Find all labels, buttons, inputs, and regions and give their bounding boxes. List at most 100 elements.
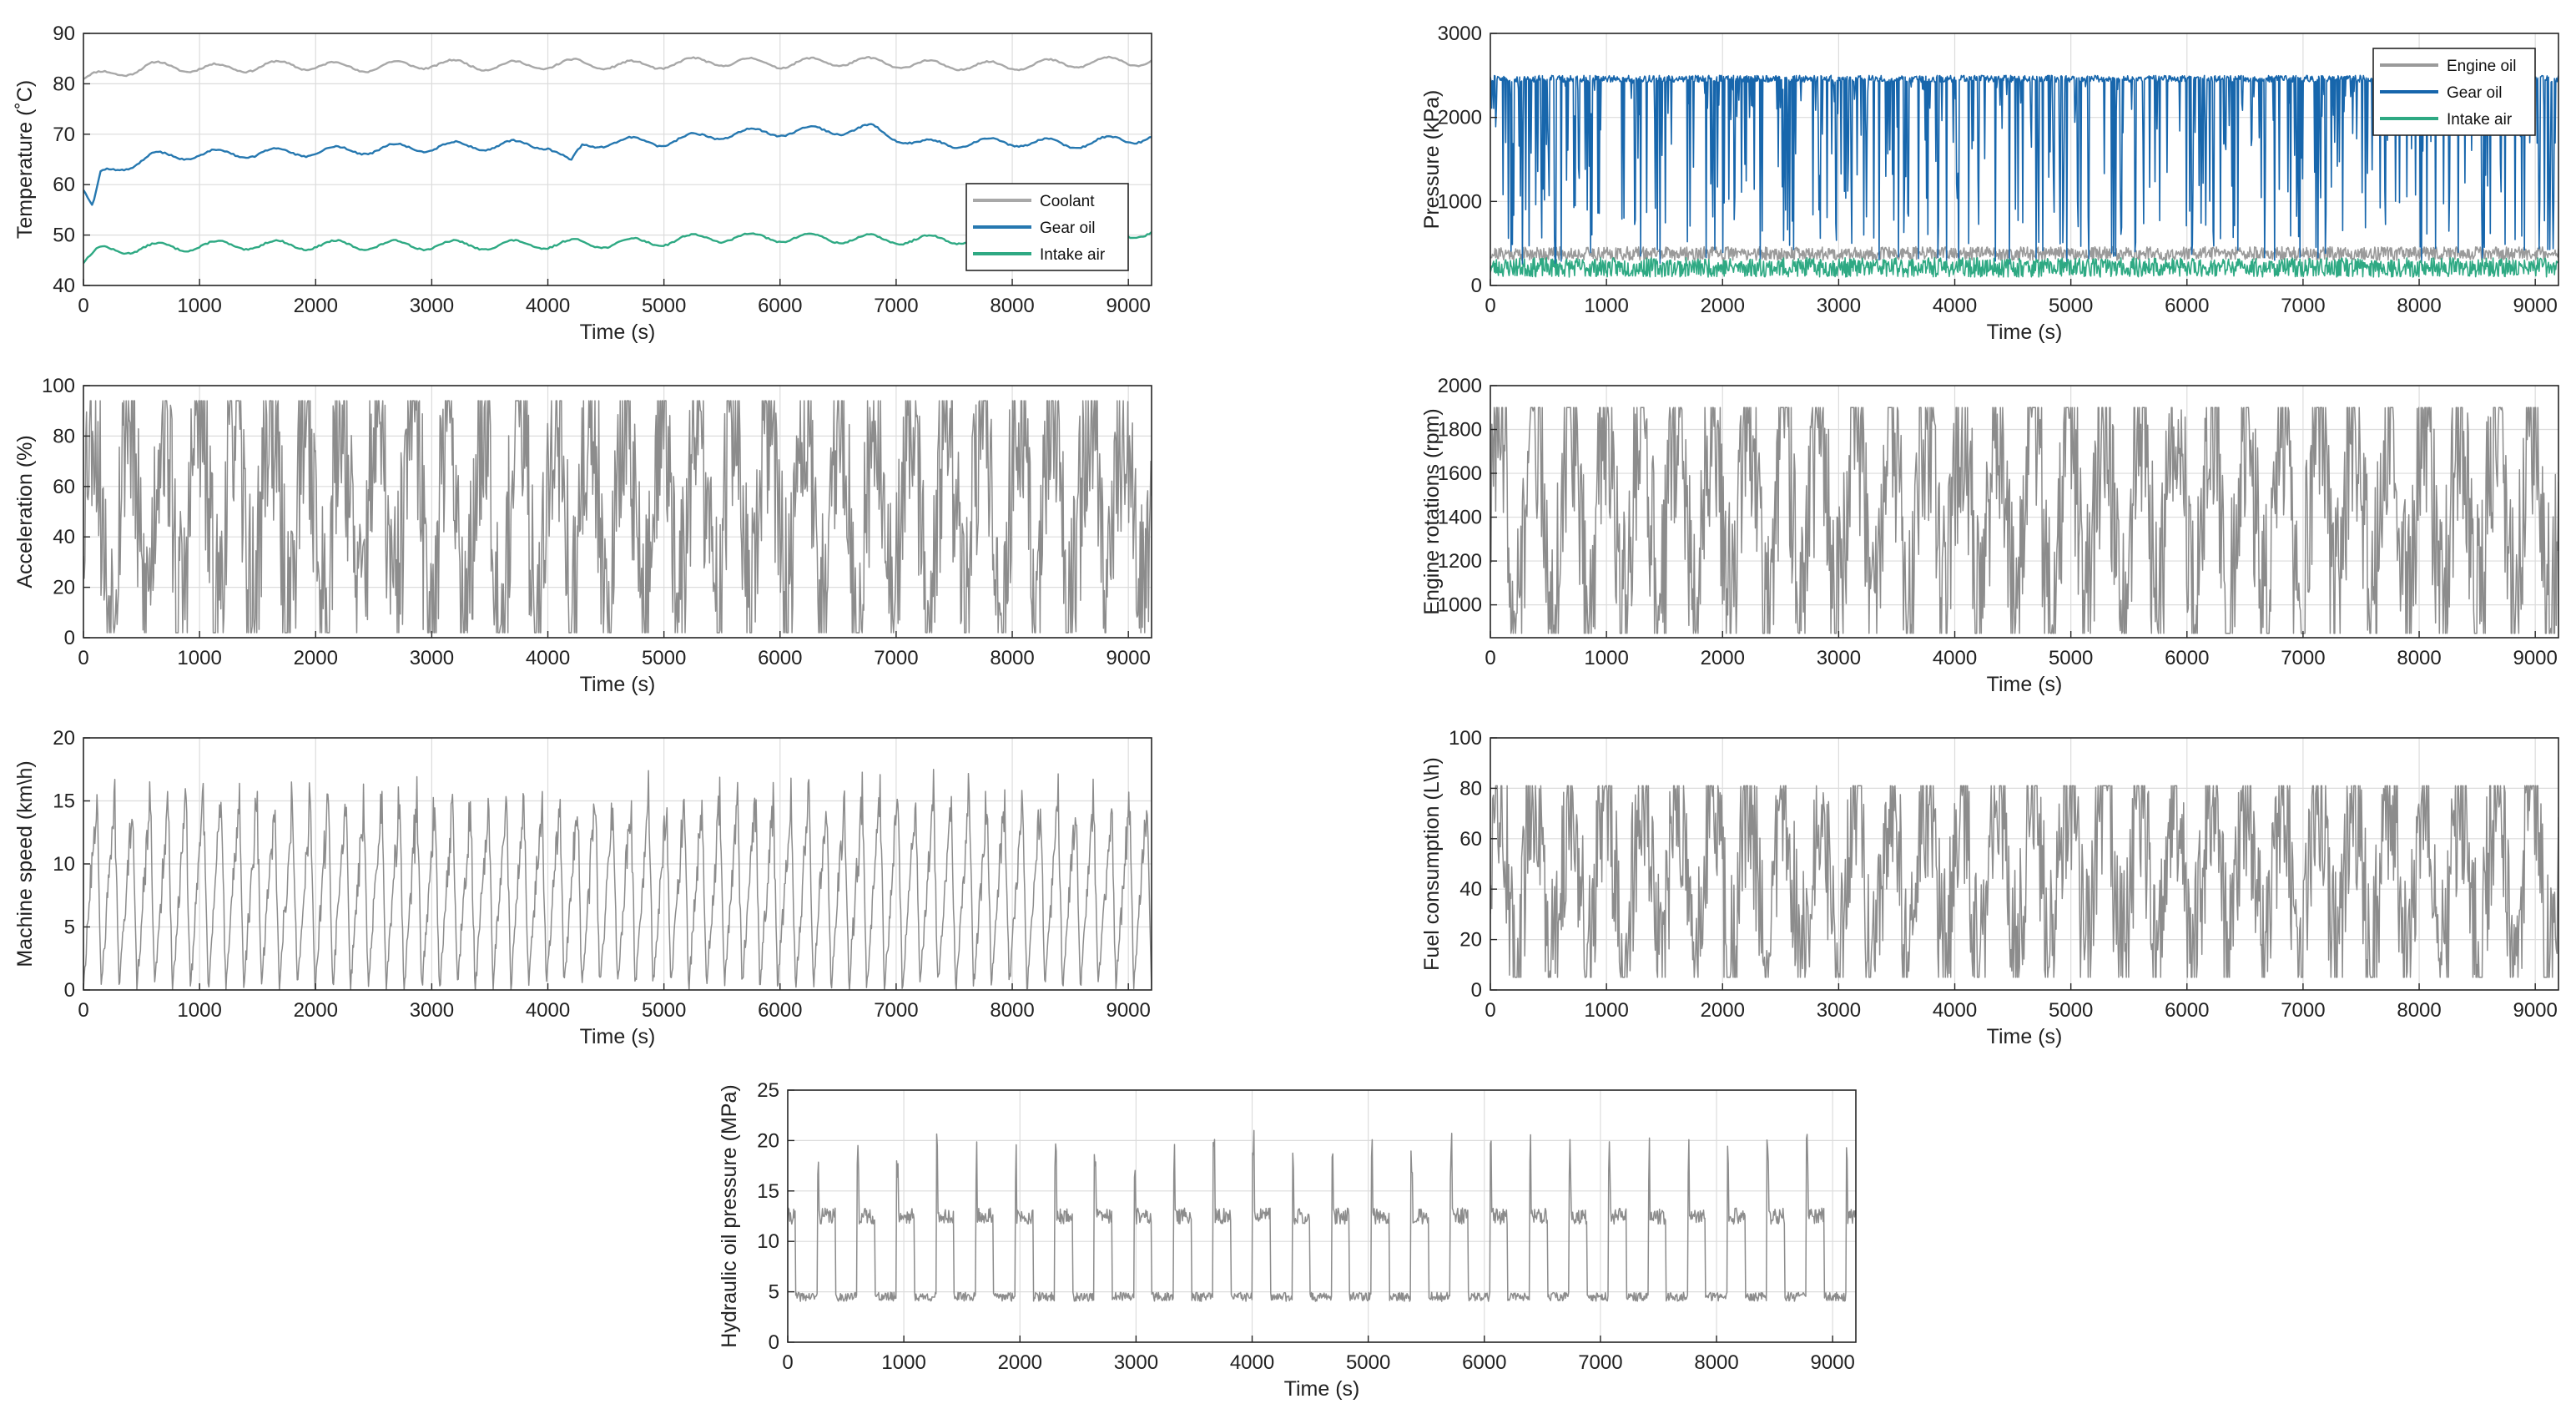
plot-frame [1490, 33, 2559, 286]
x-tick-label: 9000 [1106, 647, 1150, 669]
y-tick-label: 60 [1459, 828, 1482, 851]
legend-label: Intake air [1040, 246, 1106, 264]
y-tick-label: 40 [53, 275, 75, 297]
x-tick-label: 7000 [874, 999, 918, 1022]
y-tick-label: 60 [53, 174, 75, 196]
y-tick-label: 1600 [1438, 462, 1482, 485]
x-tick-label: 9000 [1106, 999, 1150, 1022]
y-axis-title: Acceleration (%) [13, 435, 37, 588]
x-tick-label: 5000 [642, 647, 686, 669]
x-tick-label: 8000 [1694, 1351, 1738, 1374]
chart-panel-hydraulic-pressure: 0 1000 2000 3000 4000 5000 6000 7000 8000 9000 0 5 1… [718, 1079, 1857, 1401]
y-tick-label: 90 [53, 23, 75, 45]
x-axis-title: Time (s) [1284, 1377, 1360, 1401]
y-tick-label: 3000 [1438, 23, 1482, 45]
x-tick-label: 3000 [1817, 647, 1861, 669]
y-axis-title: Hydraulic oil pressure (MPa) [718, 1084, 741, 1347]
series-line-machine-speed [83, 769, 1152, 990]
x-tick-label: 9000 [2513, 295, 2557, 317]
x-tick-label: 4000 [1933, 295, 1977, 317]
x-axis-title: Time (s) [1987, 673, 2063, 696]
y-tick-label: 5 [64, 917, 75, 939]
y-axis-title: Fuel consumption (L\h) [1420, 757, 1444, 971]
y-tick-label: 40 [53, 526, 75, 548]
chart-panel-pressure: 0 1000 2000 3000 4000 5000 6000 7000 8000 9000 0 10… [1420, 23, 2559, 344]
x-tick-label: 6000 [758, 295, 802, 317]
y-axis-title: Pressure (kPa) [1420, 90, 1444, 230]
x-tick-label: 1000 [1584, 999, 1628, 1022]
y-tick-label: 0 [64, 627, 75, 649]
series-line-gear-oil [1490, 74, 2558, 265]
chart-panel-fuel-consumption: 0 1000 2000 3000 4000 5000 6000 7000 8000 9000 0 20… [1420, 727, 2559, 1048]
y-axis-title: Machine speed (km\h) [13, 760, 37, 967]
x-tick-label: 5000 [2049, 647, 2093, 669]
y-tick-label: 20 [757, 1129, 779, 1152]
x-tick-label: 9000 [1810, 1351, 1854, 1374]
x-tick-label: 0 [78, 999, 88, 1022]
x-tick-label: 7000 [2281, 647, 2325, 669]
series-line-acceleration [83, 400, 1152, 634]
x-tick-label: 2000 [998, 1351, 1042, 1374]
x-tick-label: 6000 [758, 647, 802, 669]
x-tick-label: 3000 [1114, 1351, 1158, 1374]
legend-label: Intake air [2447, 111, 2513, 129]
series-line-hydraulic-oil-pressure [788, 1129, 1856, 1302]
x-tick-label: 2000 [1701, 295, 1745, 317]
x-tick-label: 8000 [990, 295, 1034, 317]
x-tick-label: 0 [1485, 647, 1495, 669]
y-tick-label: 100 [1449, 727, 1482, 750]
x-tick-label: 9000 [2513, 647, 2557, 669]
x-axis-title: Time (s) [580, 1025, 656, 1048]
x-tick-label: 7000 [2281, 999, 2325, 1022]
legend: Engine oil Gear oil Intake air [2372, 48, 2536, 136]
x-tick-label: 6000 [758, 999, 802, 1022]
chart-panel-machine-speed: 0 1000 2000 3000 4000 5000 6000 7000 8000 9000 0 5 1… [13, 727, 1152, 1048]
x-tick-label: 2000 [294, 647, 338, 669]
y-tick-label: 5 [769, 1281, 779, 1304]
y-tick-label: 1200 [1438, 550, 1482, 573]
y-tick-label: 40 [1459, 878, 1482, 901]
y-tick-label: 80 [53, 73, 75, 95]
y-tick-label: 20 [1459, 929, 1482, 952]
x-tick-label: 2000 [294, 999, 338, 1022]
x-tick-label: 0 [782, 1351, 793, 1374]
y-tick-label: 15 [53, 790, 75, 813]
x-tick-label: 5000 [1346, 1351, 1390, 1374]
x-tick-label: 8000 [2397, 295, 2441, 317]
x-tick-label: 2000 [1701, 647, 1745, 669]
series-line-gear-oil [83, 123, 1152, 206]
x-tick-label: 0 [78, 295, 88, 317]
x-tick-label: 6000 [2165, 295, 2209, 317]
chart-panel-temperature: 0 1000 2000 3000 4000 5000 6000 7000 8000 9000 40 5… [13, 23, 1152, 344]
y-tick-label: 20 [53, 577, 75, 599]
x-tick-label: 1000 [177, 647, 221, 669]
legend-label: Engine oil [2447, 58, 2516, 75]
y-tick-label: 1000 [1438, 190, 1482, 213]
x-tick-label: 5000 [642, 999, 686, 1022]
series-line-fuel-consumption [1490, 785, 2558, 978]
x-tick-label: 8000 [2397, 647, 2441, 669]
plot-frame [83, 33, 1152, 286]
y-tick-label: 10 [757, 1230, 779, 1253]
legend: Coolant Gear oil Intake air [965, 183, 1129, 271]
x-tick-label: 8000 [990, 999, 1034, 1022]
plot-frame [1490, 737, 2559, 991]
y-axis-title: Temperature (˚C) [13, 80, 37, 239]
y-tick-label: 60 [53, 476, 75, 498]
y-tick-label: 15 [757, 1180, 779, 1203]
x-tick-label: 4000 [526, 647, 570, 669]
x-tick-label: 0 [1485, 295, 1495, 317]
y-axis-title: Engine rotations (rpm) [1420, 408, 1444, 614]
x-tick-label: 1000 [1584, 647, 1628, 669]
x-tick-label: 3000 [410, 647, 454, 669]
x-tick-label: 7000 [1578, 1351, 1622, 1374]
y-tick-label: 1800 [1438, 419, 1482, 442]
series-line-coolant [83, 55, 1152, 80]
y-tick-label: 70 [53, 124, 75, 146]
x-tick-label: 9000 [2513, 999, 2557, 1022]
plot-frame [787, 1089, 1857, 1343]
x-tick-label: 1000 [881, 1351, 925, 1374]
legend-box [965, 183, 1129, 271]
x-tick-label: 4000 [1933, 999, 1977, 1022]
